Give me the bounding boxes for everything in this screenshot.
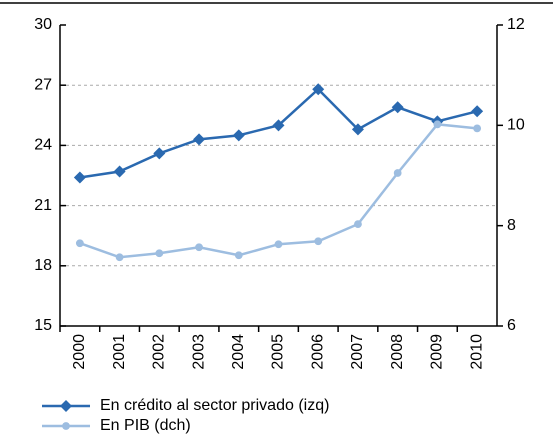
y-tick-label: 15	[34, 317, 52, 334]
y2-tick-label: 10	[507, 117, 525, 134]
x-tick-label: 2002	[151, 334, 168, 370]
point	[75, 239, 84, 248]
x-tick-label: 2003	[190, 334, 207, 370]
point	[73, 171, 86, 184]
x-tick-label: 2005	[270, 334, 287, 370]
x-tick-label: 2008	[389, 334, 406, 370]
point	[433, 120, 442, 129]
y-tick-label: 27	[34, 76, 52, 93]
x-tick-label: 2001	[111, 334, 128, 370]
x-tick-label: 2010	[468, 334, 485, 370]
point	[272, 119, 285, 132]
series-line	[79, 123, 478, 259]
x-tick-label: 2007	[349, 334, 366, 370]
point	[195, 243, 203, 252]
y-tick-label: 24	[34, 137, 52, 154]
y2-tick-label: 12	[507, 16, 525, 33]
point	[471, 105, 484, 118]
point	[232, 129, 245, 142]
point	[115, 253, 124, 262]
point	[393, 169, 402, 177]
point	[234, 251, 243, 260]
y2-tick-label: 8	[507, 217, 516, 234]
point	[314, 237, 323, 246]
series-line	[79, 87, 478, 179]
x-tick-label: 2000	[71, 334, 88, 370]
x-tick-label: 2006	[309, 334, 326, 370]
point	[473, 124, 482, 133]
y-tick-label: 18	[34, 257, 52, 274]
point	[391, 101, 404, 114]
legend-label: En crédito al sector privado (izq)	[100, 397, 329, 414]
y-tick-label: 21	[34, 197, 52, 214]
point	[351, 123, 364, 136]
y-tick-label: 30	[34, 16, 52, 33]
point	[155, 249, 164, 258]
point	[113, 165, 126, 178]
x-tick-label: 2004	[230, 334, 247, 370]
point	[274, 240, 283, 249]
legend-marker	[62, 422, 70, 430]
point	[153, 147, 166, 160]
point	[193, 133, 206, 146]
legend-marker	[60, 400, 72, 412]
point	[354, 220, 362, 229]
x-tick-label: 2009	[429, 334, 446, 370]
point	[312, 83, 325, 96]
y2-tick-label: 6	[507, 317, 516, 334]
legend-label: En PIB (dch)	[100, 417, 191, 434]
